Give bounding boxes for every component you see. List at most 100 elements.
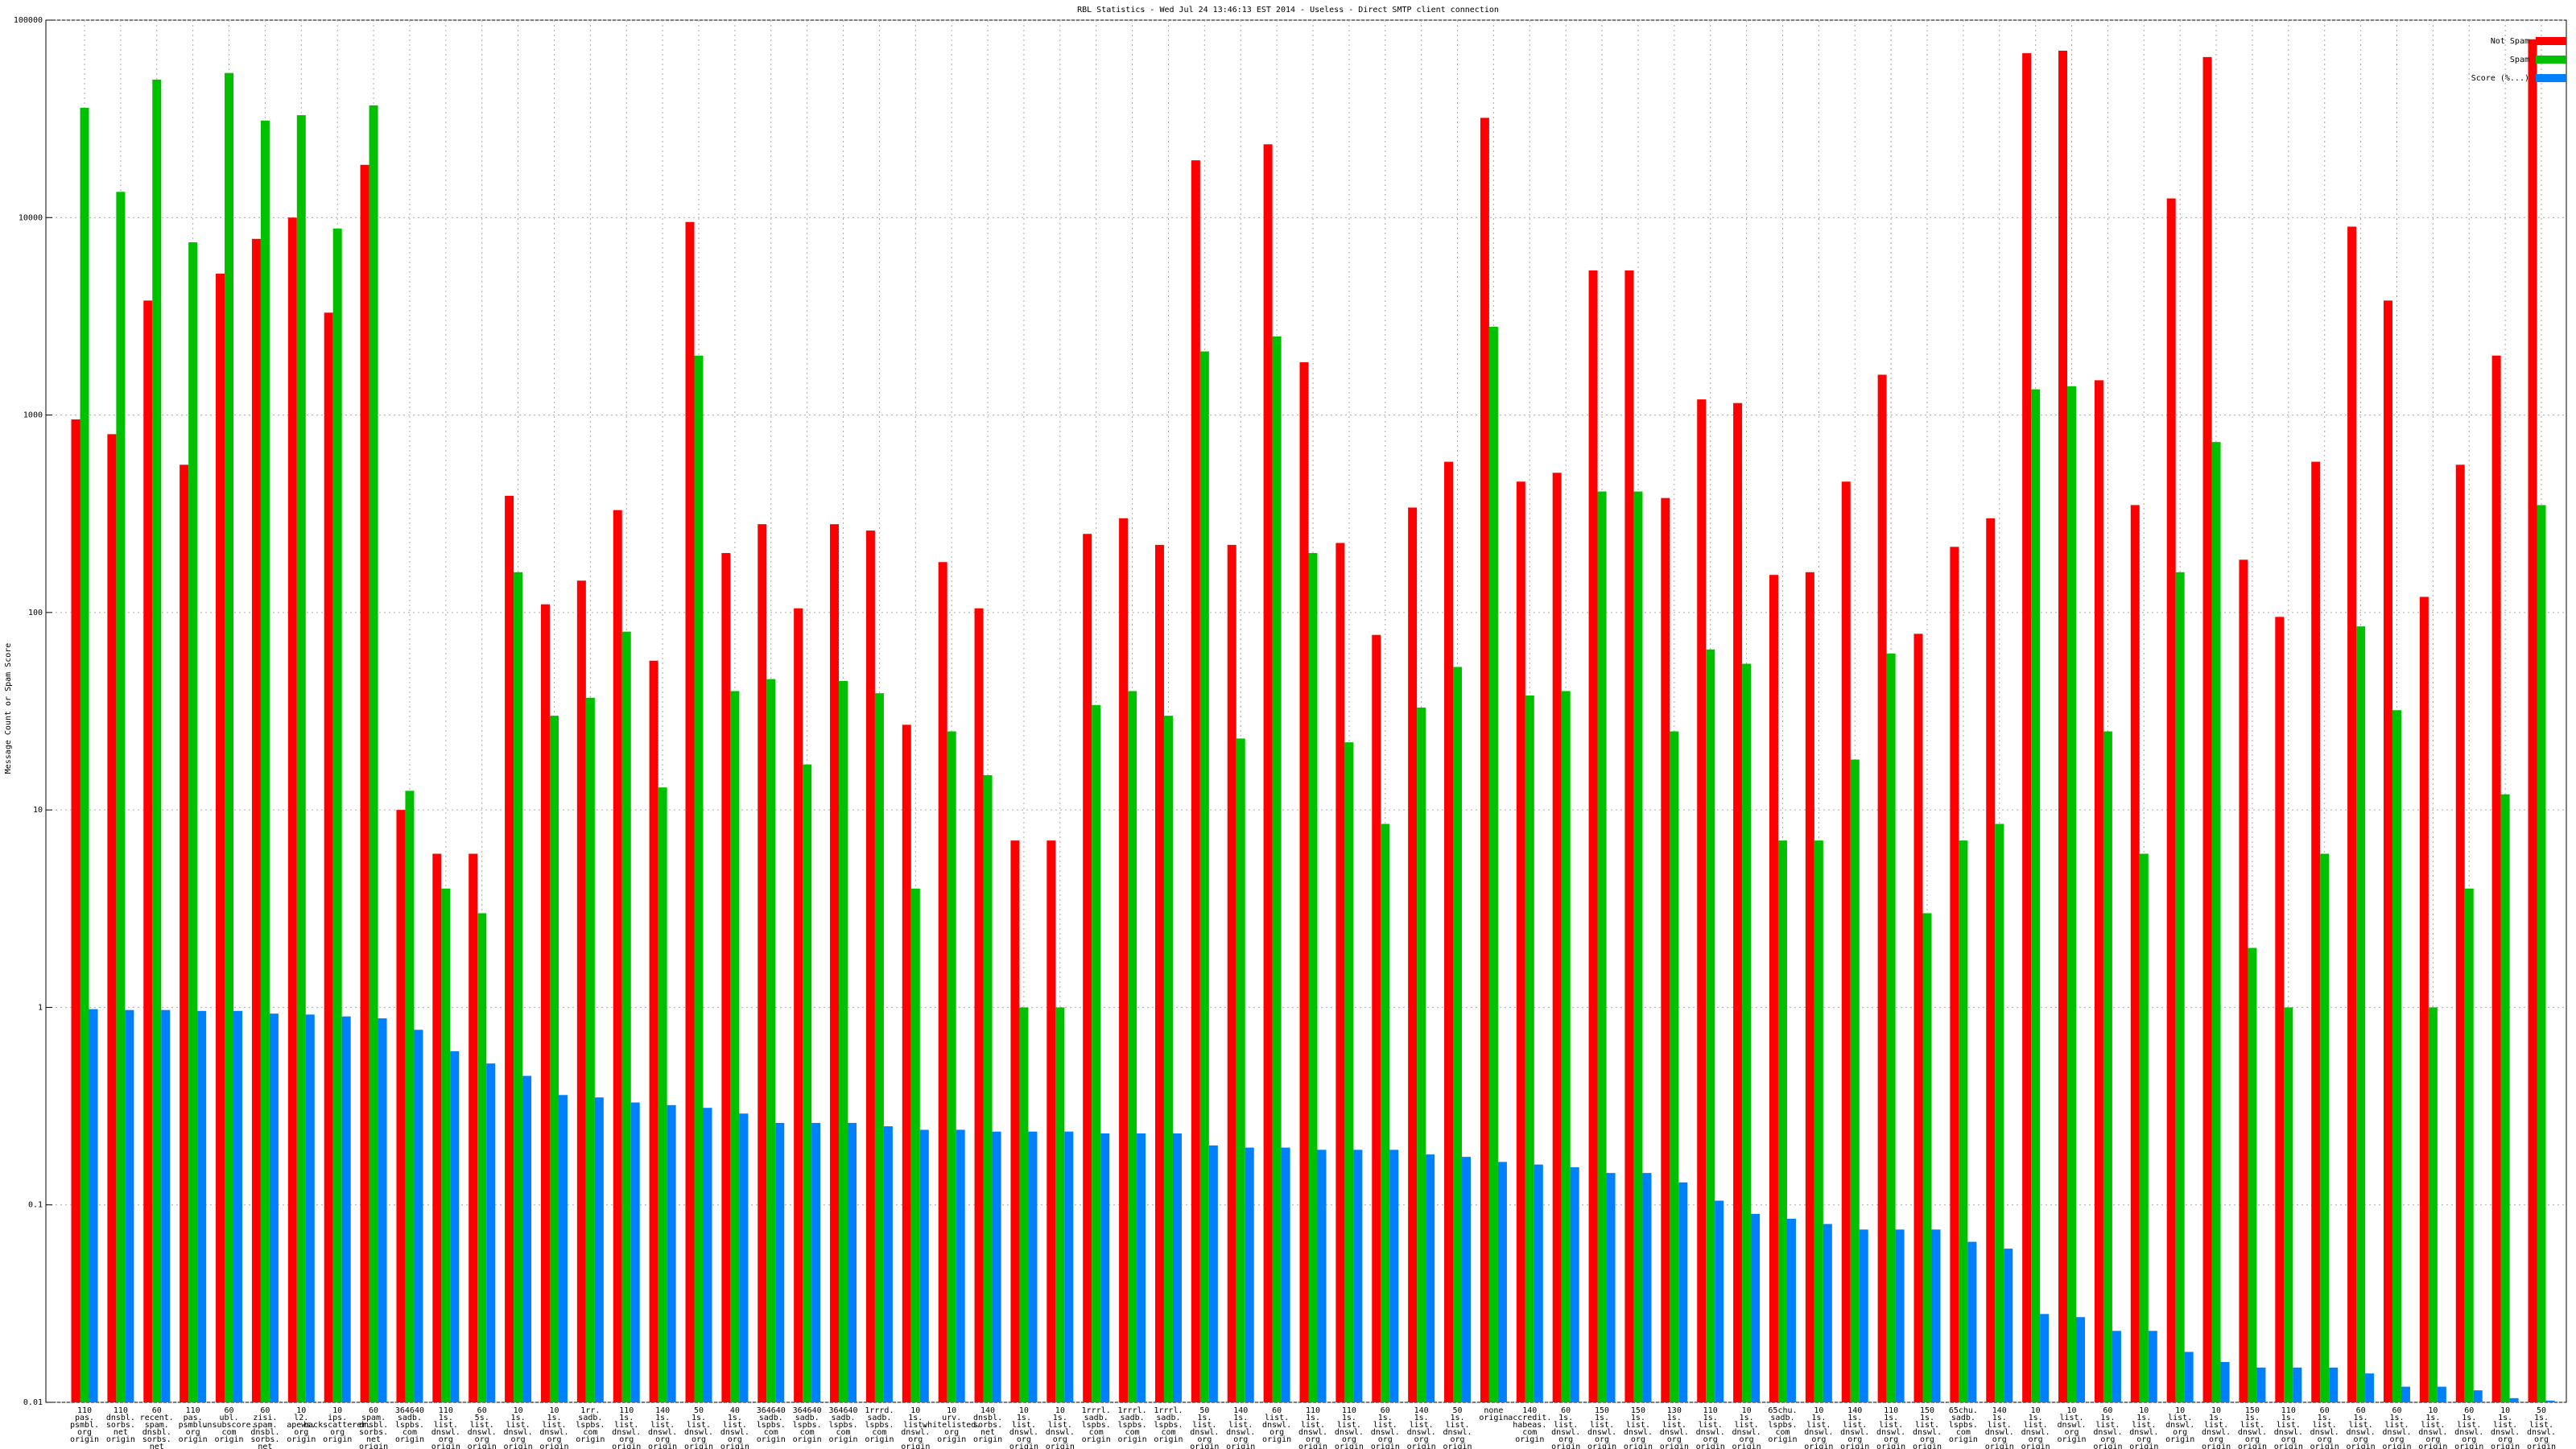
- bar: [803, 764, 812, 1402]
- bar: [721, 553, 731, 1402]
- bar: [369, 105, 378, 1403]
- bar: [161, 1009, 171, 1402]
- bar: [1092, 704, 1101, 1402]
- bar: [2320, 853, 2330, 1402]
- bar: [2383, 300, 2392, 1403]
- bar: [1227, 544, 1236, 1402]
- bar: [1959, 840, 1968, 1402]
- bar: [1163, 716, 1173, 1402]
- bar: [469, 853, 478, 1402]
- bar: [414, 1030, 423, 1402]
- bar: [1208, 1145, 1218, 1402]
- bar: [441, 888, 451, 1402]
- bar: [2329, 1367, 2339, 1402]
- bar: [2148, 1331, 2157, 1402]
- bar: [1986, 518, 1996, 1402]
- bar: [296, 115, 306, 1402]
- bar: [1516, 481, 1525, 1402]
- bar: [1823, 1224, 1832, 1402]
- bar: [2500, 794, 2510, 1402]
- x-tick-label: 10 1s. list. dnswl. org origin: [1804, 1406, 1833, 1449]
- x-tick-label: 364640 sadb. lspbs. com origin: [757, 1406, 786, 1444]
- legend-label: Spam: [2510, 56, 2529, 64]
- bar: [2428, 1007, 2438, 1402]
- bar: [1245, 1147, 1254, 1402]
- bar: [1019, 1007, 1029, 1402]
- bar: [1154, 544, 1164, 1402]
- bar: [216, 273, 225, 1402]
- x-tick-label: 65chu. sadb. lspbs. com origin: [1949, 1406, 1978, 1444]
- bar: [450, 1051, 460, 1402]
- x-tick-label: 1rrrl. sadb. lspbs. com origin: [1154, 1406, 1183, 1444]
- x-tick-label: 60 list. dnswl. org origin: [1262, 1406, 1291, 1444]
- bar: [775, 1122, 785, 1402]
- x-tick-label: 110 1s. list. dnswl. org origin: [1298, 1406, 1327, 1449]
- x-tick-label: 10 1s. list. dnswl. org origin: [539, 1406, 568, 1449]
- bar: [1426, 1154, 1435, 1402]
- bar: [89, 1009, 98, 1402]
- bar: [558, 1095, 568, 1402]
- legend-swatch: [2536, 74, 2566, 82]
- bar: [865, 530, 875, 1403]
- bar: [143, 300, 153, 1403]
- bar: [956, 1129, 965, 1402]
- bar: [233, 1010, 243, 1402]
- bar: [1128, 691, 1137, 1402]
- bar: [1859, 1229, 1868, 1402]
- bar: [2509, 1397, 2519, 1402]
- x-tick-label: 110 1s. list. dnswl. org origin: [612, 1406, 641, 1449]
- bar: [1877, 374, 1887, 1403]
- x-tick-label: 60 1s. list. dnswl. org origin: [2093, 1406, 2122, 1449]
- bar: [1046, 840, 1056, 1402]
- bar: [1083, 534, 1092, 1402]
- bar: [694, 355, 704, 1403]
- legend-swatch: [2536, 56, 2566, 64]
- bar: [685, 221, 695, 1403]
- bar: [1480, 118, 1489, 1402]
- y-tick-label: 100: [28, 609, 43, 617]
- bar: [1172, 1133, 1182, 1402]
- bar: [1372, 634, 1381, 1402]
- x-tick-label: 10 1s. list. dnswl. org origin: [2129, 1406, 2158, 1449]
- bar: [2067, 386, 2077, 1403]
- bar: [1497, 1162, 1507, 1402]
- x-tick-label: 60 1s. list. dnswl. org origin: [1371, 1406, 1400, 1449]
- x-tick-label: 10 l2. apews. org origin: [287, 1406, 316, 1444]
- bar: [703, 1108, 712, 1402]
- x-tick-label: 1rrrl. sadb. lspbs. com origin: [1082, 1406, 1111, 1444]
- y-tick-label: 10: [33, 806, 43, 815]
- bar: [2464, 888, 2474, 1402]
- bar: [1444, 461, 1454, 1403]
- bar: [197, 1010, 207, 1402]
- bar: [2537, 505, 2546, 1402]
- x-tick-label: 50 1s. list. dnswl. org origin: [1190, 1406, 1219, 1449]
- x-tick-label: 50 1s. list. dnswl. org origin: [2527, 1406, 2556, 1449]
- bar: [621, 631, 631, 1402]
- x-tick-label: 150 1s. list. dnswl. org origin: [1587, 1406, 1616, 1449]
- bar: [938, 562, 947, 1402]
- bar: [1028, 1131, 1038, 1402]
- bar: [1010, 840, 1020, 1402]
- bar: [80, 107, 89, 1403]
- bar: [71, 419, 80, 1402]
- bar: [1534, 1164, 1543, 1402]
- bar: [260, 120, 270, 1402]
- bar: [1777, 840, 1787, 1402]
- bar: [2103, 731, 2112, 1402]
- bar: [549, 716, 559, 1402]
- x-tick-label: 10 1s. list. dnswl. org origin: [2418, 1406, 2447, 1449]
- bar: [405, 791, 415, 1402]
- bar: [2293, 1367, 2302, 1402]
- bar: [1967, 1241, 1977, 1402]
- x-tick-label: 10 list. dnswl. org origin: [2165, 1406, 2194, 1444]
- x-tick-label: 50 1s. list. dnswl. org origin: [1443, 1406, 1472, 1449]
- bar: [974, 608, 984, 1402]
- bar: [505, 495, 514, 1402]
- bar: [2139, 853, 2149, 1402]
- bar: [378, 1018, 387, 1402]
- x-tick-label: 10 list. dnswl. org origin: [2057, 1406, 2086, 1444]
- bar: [1751, 1213, 1761, 1402]
- bar: [1950, 547, 1959, 1403]
- bar: [1453, 667, 1463, 1402]
- x-tick-label: 1rrrd. sadb. lspbs. com origin: [865, 1406, 894, 1444]
